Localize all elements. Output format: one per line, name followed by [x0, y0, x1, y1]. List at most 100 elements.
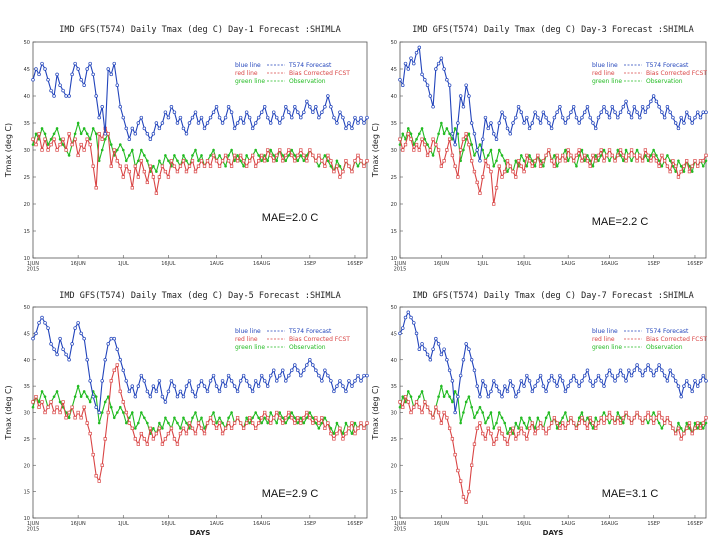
data-point-observation — [531, 159, 534, 163]
data-point-forecast — [547, 379, 551, 383]
data-point-forecast — [431, 105, 435, 109]
legend-desc: Bias Corrected FCST — [289, 336, 350, 343]
data-point-bias — [505, 442, 510, 446]
legend-desc: Observation — [646, 78, 683, 85]
data-point-forecast — [365, 373, 369, 378]
data-point-bias — [665, 164, 670, 168]
data-point-forecast — [588, 379, 592, 383]
data-point-forecast — [662, 115, 667, 120]
data-point-observation — [470, 405, 473, 409]
data-point-bias — [350, 169, 354, 174]
data-point-forecast — [169, 379, 174, 383]
data-point-bias — [591, 153, 595, 158]
data-point-observation — [674, 432, 677, 435]
data-point-forecast — [624, 379, 628, 383]
data-point-bias — [649, 159, 653, 163]
data-point-observation — [652, 148, 655, 152]
data-point-observation — [146, 159, 149, 163]
data-point-bias — [208, 416, 213, 420]
data-point-observation — [475, 148, 479, 152]
data-point-observation — [124, 159, 128, 163]
data-point-bias — [417, 405, 421, 409]
data-point-bias — [148, 164, 153, 168]
data-point-bias — [431, 416, 435, 420]
legend-desc: T574 Forecast — [645, 328, 689, 335]
data-point-bias — [503, 437, 507, 441]
data-point-bias — [588, 164, 592, 168]
data-point-forecast — [280, 368, 285, 373]
data-point-forecast — [627, 110, 631, 114]
data-point-observation — [539, 421, 542, 425]
data-point-observation — [478, 405, 482, 409]
data-point-observation — [495, 159, 498, 163]
data-point-observation — [320, 421, 324, 425]
data-point-observation — [445, 390, 449, 393]
series-line-bias — [32, 363, 368, 483]
data-point-forecast — [271, 110, 276, 114]
data-point-bias — [481, 431, 485, 436]
data-point-observation — [149, 432, 152, 435]
data-point-observation — [335, 159, 339, 163]
data-point-bias — [362, 164, 366, 168]
mae-box — [254, 484, 326, 502]
data-point-bias — [199, 426, 204, 430]
data-point-bias — [627, 416, 631, 420]
data-point-forecast — [145, 132, 150, 136]
data-point-bias — [251, 421, 255, 425]
data-point-bias — [698, 159, 703, 163]
data-point-forecast — [55, 352, 59, 357]
data-point-observation — [610, 154, 614, 157]
data-point-observation — [332, 170, 336, 173]
data-point-observation — [561, 416, 564, 420]
data-point-bias — [308, 148, 312, 152]
data-point-observation — [311, 416, 315, 420]
data-point-bias — [417, 148, 421, 152]
data-point-observation — [453, 127, 457, 130]
data-point-forecast — [698, 379, 703, 383]
data-point-observation — [296, 421, 300, 425]
data-point-observation — [188, 427, 191, 430]
data-point-observation — [167, 159, 170, 163]
legend-desc: Observation — [646, 344, 683, 351]
data-point-forecast — [519, 110, 524, 114]
data-point-observation — [547, 148, 551, 152]
data-point-observation — [61, 143, 65, 146]
data-point-forecast — [456, 121, 460, 125]
data-point-observation — [696, 427, 700, 430]
data-point-bias — [638, 416, 642, 420]
data-point-bias — [530, 421, 534, 425]
data-point-bias — [175, 169, 180, 174]
data-point-bias — [447, 426, 452, 430]
y-tick-label: 45 — [24, 331, 30, 337]
data-point-bias — [500, 431, 504, 436]
data-point-observation — [426, 405, 429, 409]
data-point-observation — [440, 384, 443, 388]
data-point-observation — [347, 164, 351, 168]
data-point-forecast — [684, 110, 689, 114]
data-point-observation — [281, 154, 285, 157]
data-point-forecast — [169, 105, 174, 109]
data-point-bias — [533, 159, 537, 163]
data-point-observation — [591, 164, 595, 168]
data-point-bias — [181, 159, 186, 163]
data-point-bias — [100, 137, 104, 141]
data-point-observation — [49, 400, 53, 404]
data-point-forecast — [49, 88, 53, 93]
data-point-observation — [245, 154, 248, 157]
data-point-observation — [106, 132, 110, 136]
data-point-bias — [676, 426, 681, 430]
data-point-observation — [121, 148, 125, 152]
x-tick-label: 16SEP — [687, 261, 703, 267]
data-point-observation — [484, 159, 487, 163]
data-point-observation — [263, 154, 266, 157]
data-point-bias — [572, 421, 576, 425]
y-tick-label: 15 — [391, 490, 397, 496]
data-point-forecast — [190, 115, 195, 120]
data-point-forecast — [516, 389, 521, 394]
data-point-forecast — [687, 115, 692, 120]
data-point-forecast — [469, 121, 474, 125]
x-tick-label: 16AUG — [601, 261, 618, 267]
data-point-observation — [594, 416, 598, 420]
data-point-observation — [542, 427, 545, 430]
data-point-observation — [453, 390, 457, 393]
